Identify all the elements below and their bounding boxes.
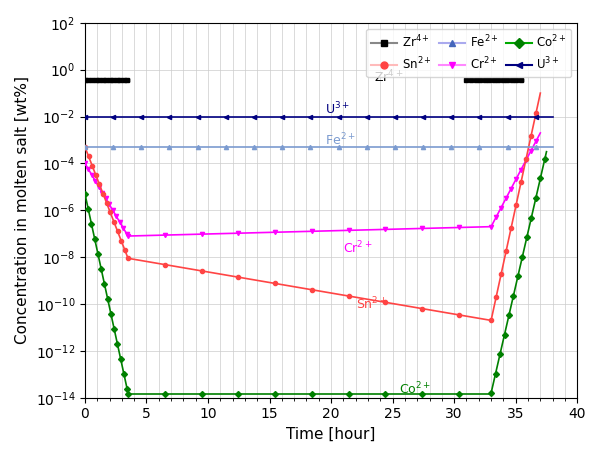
Text: Co$^{2+}$: Co$^{2+}$ [399, 381, 431, 397]
Text: U$^{3+}$: U$^{3+}$ [325, 100, 350, 117]
Text: Zr$^{4+}$: Zr$^{4+}$ [374, 68, 404, 85]
Text: Cr$^{2+}$: Cr$^{2+}$ [343, 239, 373, 256]
X-axis label: Time [hour]: Time [hour] [287, 427, 376, 442]
Text: Sn$^{2+}$: Sn$^{2+}$ [356, 296, 387, 312]
Y-axis label: Concentration in molten salt [wt%]: Concentration in molten salt [wt%] [15, 76, 30, 344]
Text: Fe$^{2+}$: Fe$^{2+}$ [325, 132, 356, 148]
Legend: Zr$^{4+}$, Sn$^{2+}$, Fe$^{2+}$, Cr$^{2+}$, Co$^{2+}$, U$^{3+}$: Zr$^{4+}$, Sn$^{2+}$, Fe$^{2+}$, Cr$^{2+… [367, 29, 572, 77]
